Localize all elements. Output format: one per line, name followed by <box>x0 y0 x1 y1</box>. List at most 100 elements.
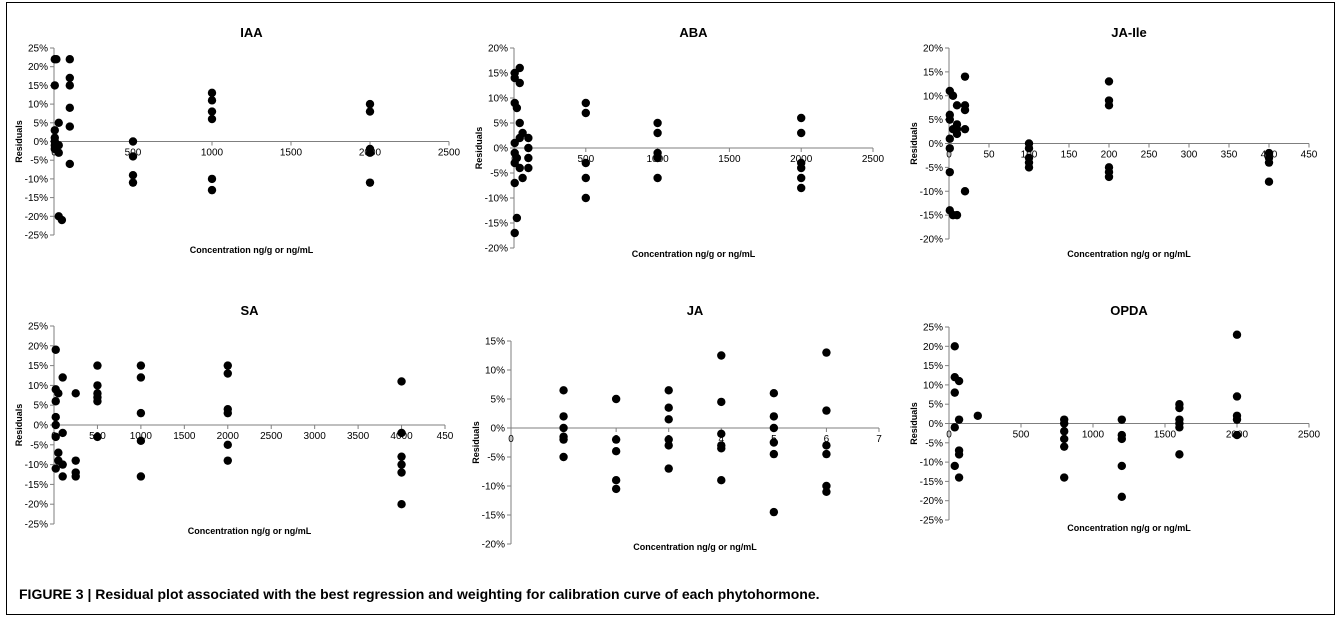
data-point <box>207 114 217 124</box>
data-point <box>515 63 524 73</box>
x-tick-label: 1500 <box>280 148 303 159</box>
data-point <box>65 73 74 83</box>
data-point <box>945 115 954 124</box>
data-point <box>518 128 527 138</box>
data-point <box>797 113 806 123</box>
data-point <box>51 464 60 473</box>
x-tick-label: 0 <box>508 434 514 445</box>
data-point <box>769 389 779 398</box>
data-point <box>51 397 60 406</box>
y-tick-label: 0% <box>929 419 944 430</box>
y-axis-label: Residuals <box>471 421 481 464</box>
figure-frame: IAA -25% -20% -15% -10% -5% 0% 5% 10% 15% 20% 25% 0 5… <box>6 2 1335 615</box>
data-point <box>51 412 60 422</box>
x-tick-label: 1000 <box>1082 430 1105 441</box>
x-axis-label: Concentration ng/g or ng/mL <box>1067 249 1191 259</box>
y-tick-label: 10% <box>923 380 943 391</box>
y-tick-label: 10% <box>28 100 48 111</box>
data-point <box>223 369 232 378</box>
residual-plots-svg: IAA -25% -20% -15% -10% -5% 0% 5% 10% 15% 20% 25% 0 5… <box>14 25 1321 552</box>
data-point <box>136 436 146 446</box>
data-point <box>365 99 375 109</box>
data-point <box>717 444 726 453</box>
data-point <box>71 389 80 398</box>
chart-iaa: IAA-25%-20%-15%-10%-5%0%5%10%15%20%25%05… <box>14 25 461 255</box>
data-point <box>51 345 60 354</box>
data-point <box>952 101 962 110</box>
chart-ja-ile: JA-Ile-20%-15%-10%-5%0%5%10%15%20%050100… <box>909 25 1318 259</box>
data-point <box>65 159 74 169</box>
y-tick-label: 10% <box>923 91 943 102</box>
data-point <box>1060 419 1069 428</box>
data-point <box>611 394 621 404</box>
data-point <box>797 128 806 138</box>
data-point <box>128 178 138 187</box>
data-point <box>518 173 527 183</box>
data-point <box>559 435 568 444</box>
y-tick-label: -25% <box>25 520 48 531</box>
y-tick-label: 15% <box>488 69 508 80</box>
data-point <box>797 163 806 173</box>
data-point <box>54 141 63 150</box>
data-point <box>797 173 806 183</box>
data-point <box>397 460 406 469</box>
x-axis-label: Concentration ng/g or ng/mL <box>188 526 312 536</box>
y-axis-label: Residuals <box>14 120 24 163</box>
data-point <box>1060 442 1069 451</box>
x-tick-label: 450 <box>437 431 454 442</box>
y-tick-label: -15% <box>25 193 48 204</box>
y-tick-label: -20% <box>920 235 943 246</box>
data-point <box>50 81 59 90</box>
data-point <box>128 170 138 180</box>
data-point <box>515 118 524 128</box>
chart-aba: ABA-20%-15%-10%-5%0%5%10%15%20%050010001… <box>474 25 885 259</box>
data-point <box>769 438 779 447</box>
data-point <box>510 178 519 188</box>
data-point <box>1117 492 1127 502</box>
x-tick-label: 0 <box>946 430 952 441</box>
data-point <box>822 406 831 415</box>
data-point <box>54 148 63 157</box>
data-point <box>948 91 958 100</box>
y-tick-label: -5% <box>487 453 505 464</box>
x-tick-label: 500 <box>1013 430 1030 441</box>
data-point <box>960 105 970 115</box>
data-point <box>973 411 982 420</box>
data-point <box>1024 163 1034 172</box>
chart-ja: JA-20%-15%-10%-5%0%5%10%15%01234567Conce… <box>471 303 882 552</box>
x-tick-label: 50 <box>983 150 995 161</box>
y-tick-label: 10% <box>485 366 505 377</box>
residual-plots-grid: IAA -25% -20% -15% -10% -5% 0% 5% 10% 15% 20% 25% 0 5… <box>7 3 1336 583</box>
x-tick-label: 1000 <box>201 148 224 159</box>
data-point <box>1104 101 1114 110</box>
data-point <box>136 408 146 418</box>
data-point <box>717 429 726 438</box>
data-point <box>769 412 779 421</box>
data-point <box>1175 423 1184 432</box>
chart-title: JA-Ile <box>1111 25 1146 40</box>
data-point <box>822 441 831 450</box>
y-tick-label: -10% <box>25 174 48 185</box>
y-tick-label: -10% <box>920 187 943 198</box>
data-point <box>65 103 74 113</box>
y-tick-label: 0% <box>34 137 49 148</box>
data-point <box>559 412 568 421</box>
data-point <box>950 342 959 351</box>
data-point <box>822 481 831 491</box>
y-tick-label: 5% <box>929 115 944 126</box>
data-point <box>52 55 61 64</box>
y-tick-label: 15% <box>28 81 48 92</box>
data-point <box>581 98 590 108</box>
y-tick-label: -5% <box>30 156 48 167</box>
data-point <box>512 213 522 223</box>
data-point <box>960 187 970 196</box>
data-point <box>952 210 962 220</box>
y-tick-label: -5% <box>490 169 508 180</box>
data-point <box>611 435 621 444</box>
y-tick-label: -5% <box>925 438 943 449</box>
data-point <box>58 472 67 481</box>
chart-title: ABA <box>679 25 708 40</box>
data-point <box>664 386 673 395</box>
x-tick-label: 250 <box>1141 150 1158 161</box>
data-point <box>65 122 74 131</box>
